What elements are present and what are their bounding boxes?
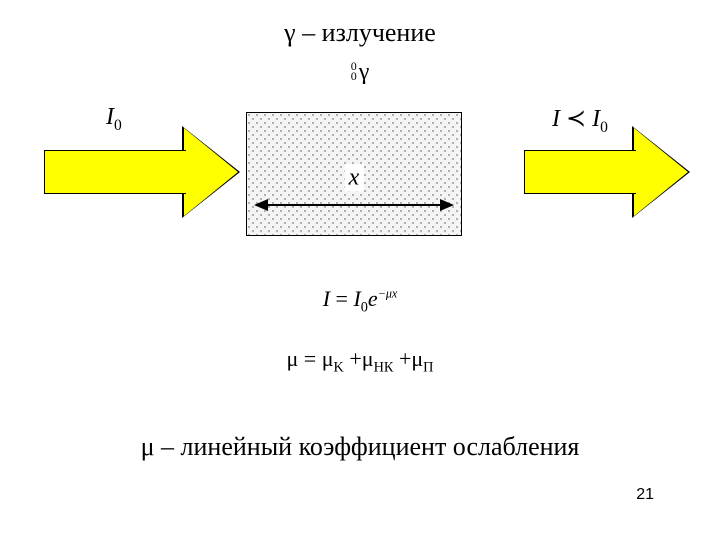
f2-subK: K <box>334 359 344 375</box>
intensity-outgoing-label: I ≺ I0 <box>552 104 608 137</box>
thickness-x-label: x <box>345 165 364 192</box>
f2-mu: μ <box>287 346 299 371</box>
f1-exp: −μx <box>378 287 398 301</box>
incoming-arrow-head <box>184 128 238 216</box>
outgoing-arrow-shaft <box>524 150 636 194</box>
i-right-main2: I <box>592 106 600 132</box>
mu-definition-text: μ – линейный коэффициент ослабления <box>141 432 580 461</box>
f2-muK: μ <box>322 346 334 371</box>
intensity-incoming-label: I0 <box>106 104 122 135</box>
gamma-letter: γ <box>359 59 370 85</box>
f1-eq: = <box>330 286 353 311</box>
gamma-nuclide-symbol: 0 0 γ <box>0 60 720 84</box>
f2-subP: П <box>423 359 433 375</box>
beer-lambert-formula: I = I0e−μx <box>0 286 720 316</box>
f2-muHK: μ <box>362 346 374 371</box>
i-right-rel: ≺ <box>560 106 592 132</box>
outgoing-arrow-head <box>634 128 688 216</box>
f1-sub0: 0 <box>361 299 368 315</box>
i-left-main: I <box>106 104 114 130</box>
f2-plus2: + <box>393 346 411 371</box>
f2-plus1: + <box>344 346 362 371</box>
f2-subHK: НК <box>374 359 394 375</box>
i-right-sub: 0 <box>600 119 608 136</box>
title-text: γ – излучение <box>284 18 436 47</box>
mu-definition: μ – линейный коэффициент ослабления <box>0 432 720 462</box>
page-number: 21 <box>636 486 654 504</box>
page-number-text: 21 <box>636 486 654 503</box>
f1-I: I <box>323 286 330 311</box>
mu-components-formula: μ = μK +μНК +μП <box>0 346 720 376</box>
incoming-arrow-shaft <box>44 150 186 194</box>
f2-eq: = <box>298 346 321 371</box>
gamma-atomic-number: 0 <box>351 69 357 83</box>
x-text: x <box>349 165 360 191</box>
f1-I0: I <box>353 286 360 311</box>
slide-title: γ – излучение <box>0 18 720 48</box>
thickness-double-arrow <box>256 204 452 206</box>
f1-e: e <box>368 286 378 311</box>
i-left-sub: 0 <box>114 117 122 134</box>
i-right-main: I <box>552 106 560 132</box>
f2-muP: μ <box>411 346 423 371</box>
